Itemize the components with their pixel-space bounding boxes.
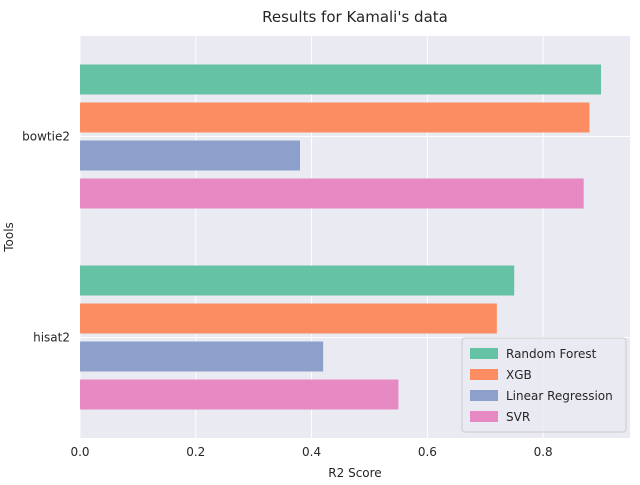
bar-hisat2-linear-regression [80, 341, 324, 372]
legend-label: Random Forest [506, 347, 597, 361]
y-tick-label: bowtie2 [22, 130, 70, 144]
bar-hisat2-xgb [80, 303, 497, 334]
legend-swatch [470, 411, 498, 422]
bar-bowtie2-random-forest [80, 64, 602, 95]
bar-bowtie2-svr [80, 178, 584, 209]
legend-label: Linear Regression [506, 389, 613, 403]
legend: Random Forest XGB Linear Regression SVR [461, 337, 627, 433]
bar-hisat2-svr [80, 379, 399, 410]
bar-bowtie2-xgb [80, 102, 590, 133]
x-tick-label: 0.4 [302, 445, 321, 459]
legend-swatch [470, 390, 498, 401]
bars-group [80, 64, 602, 410]
legend-label: XGB [506, 368, 532, 382]
x-tick-label: 0.6 [418, 445, 437, 459]
legend-box [461, 337, 627, 433]
bar-hisat2-random-forest [80, 265, 515, 296]
legend-swatch [470, 348, 498, 359]
x-axis-label: R2 Score [328, 466, 381, 480]
legend-swatch [470, 369, 498, 380]
y-axis-label: Tools [2, 222, 16, 253]
legend-label: SVR [506, 410, 530, 424]
y-tick-label: hisat2 [33, 331, 70, 345]
x-tick-label: 0.8 [534, 445, 553, 459]
x-tick-label: 0.0 [70, 445, 89, 459]
tick-labels: 0.0 0.2 0.4 0.6 0.8 bowtie2 hisat2 [22, 130, 553, 460]
chart-title: Results for Kamali's data [262, 8, 448, 26]
bar-bowtie2-linear-regression [80, 140, 300, 171]
x-tick-label: 0.2 [186, 445, 205, 459]
